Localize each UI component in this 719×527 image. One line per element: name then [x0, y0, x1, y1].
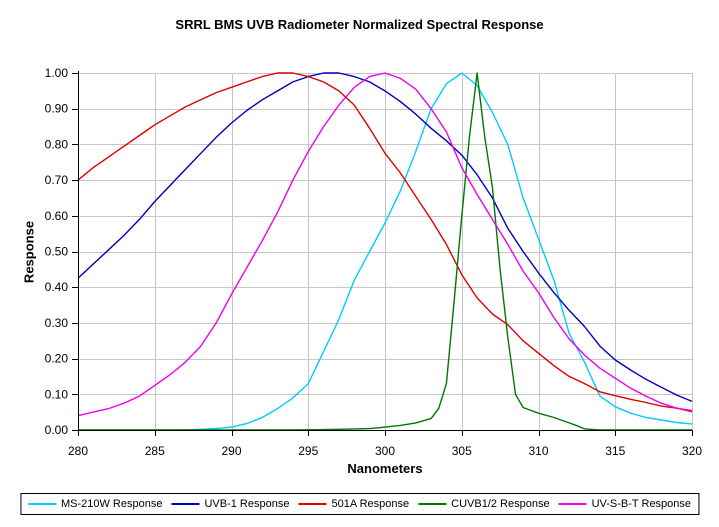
svg-text:300: 300 [375, 444, 395, 458]
svg-text:320: 320 [682, 444, 702, 458]
svg-text:0.50: 0.50 [45, 245, 69, 259]
legend-line-501a-response [298, 503, 327, 505]
legend-item-cuvb1-2-response: CUVB1/2 Response [418, 498, 550, 510]
legend-label-cuvb1-2-response: CUVB1/2 Response [451, 498, 550, 510]
axes [72, 71, 693, 436]
series-line-uvb-1-response [77, 72, 693, 403]
legend-item-ms-210w-response: MS-210W Response [27, 498, 163, 510]
svg-text:305: 305 [452, 444, 472, 458]
svg-text:315: 315 [605, 444, 625, 458]
legend-item-uv-s-b-t-response: UV-S-B-T Response [558, 498, 692, 510]
legend: MS-210W Response UVB-1 Response 501A Respo… [19, 493, 700, 515]
svg-text:0.10: 0.10 [45, 387, 69, 401]
legend-label-uvb-1-response: UVB-1 Response [204, 498, 290, 510]
series-line-501a-response [77, 72, 693, 412]
legend-item-501a-response: 501A Response [298, 498, 409, 510]
svg-text:0.70: 0.70 [45, 173, 69, 187]
legend-item-uvb-1-response: UVB-1 Response [171, 498, 289, 510]
svg-text:290: 290 [221, 444, 241, 458]
svg-text:280: 280 [68, 444, 88, 458]
legend-line-cuvb1-2-response [418, 503, 447, 505]
x-tick-labels: 280 285 290 295 300 305 310 315 320 [68, 444, 702, 458]
legend-line-uv-s-b-t-response [558, 503, 587, 505]
chart-title: SRRL BMS UVB Radiometer Normalized Spect… [175, 17, 544, 32]
svg-text:1.00: 1.00 [45, 66, 69, 80]
svg-text:0.20: 0.20 [45, 352, 69, 366]
svg-text:0.60: 0.60 [45, 209, 69, 223]
svg-text:0.00: 0.00 [45, 423, 69, 437]
legend-label-ms-210w-response: MS-210W Response [60, 498, 163, 510]
svg-text:0.40: 0.40 [45, 280, 69, 294]
legend-label-501a-response: 501A Response [331, 498, 410, 510]
series-line-cuvb1-2-response [78, 72, 692, 431]
y-tick-labels: 0.00 0.10 0.20 0.30 0.40 0.50 0.60 0.70 0.80 0.90… [45, 66, 69, 437]
svg-text:310: 310 [528, 444, 548, 458]
plot-area: 280 285 290 295 300 305 310 315 3200.000.100.200… [45, 66, 703, 458]
svg-text:0.90: 0.90 [45, 102, 69, 116]
gridlines [78, 73, 693, 430]
svg-text:285: 285 [145, 444, 165, 458]
legend-line-ms-210w-response [27, 503, 56, 505]
series-line-uv-s-b-t-response [77, 72, 693, 417]
svg-text:0.30: 0.30 [45, 316, 69, 330]
legend-line-uvb-1-response [171, 503, 200, 505]
x-axis-title: Nanometers [347, 461, 423, 476]
legend-label-uv-s-b-t-response: UV-S-B-T Response [591, 498, 692, 510]
svg-text:0.80: 0.80 [45, 137, 69, 151]
series-lines [77, 72, 693, 431]
svg-text:295: 295 [298, 444, 318, 458]
